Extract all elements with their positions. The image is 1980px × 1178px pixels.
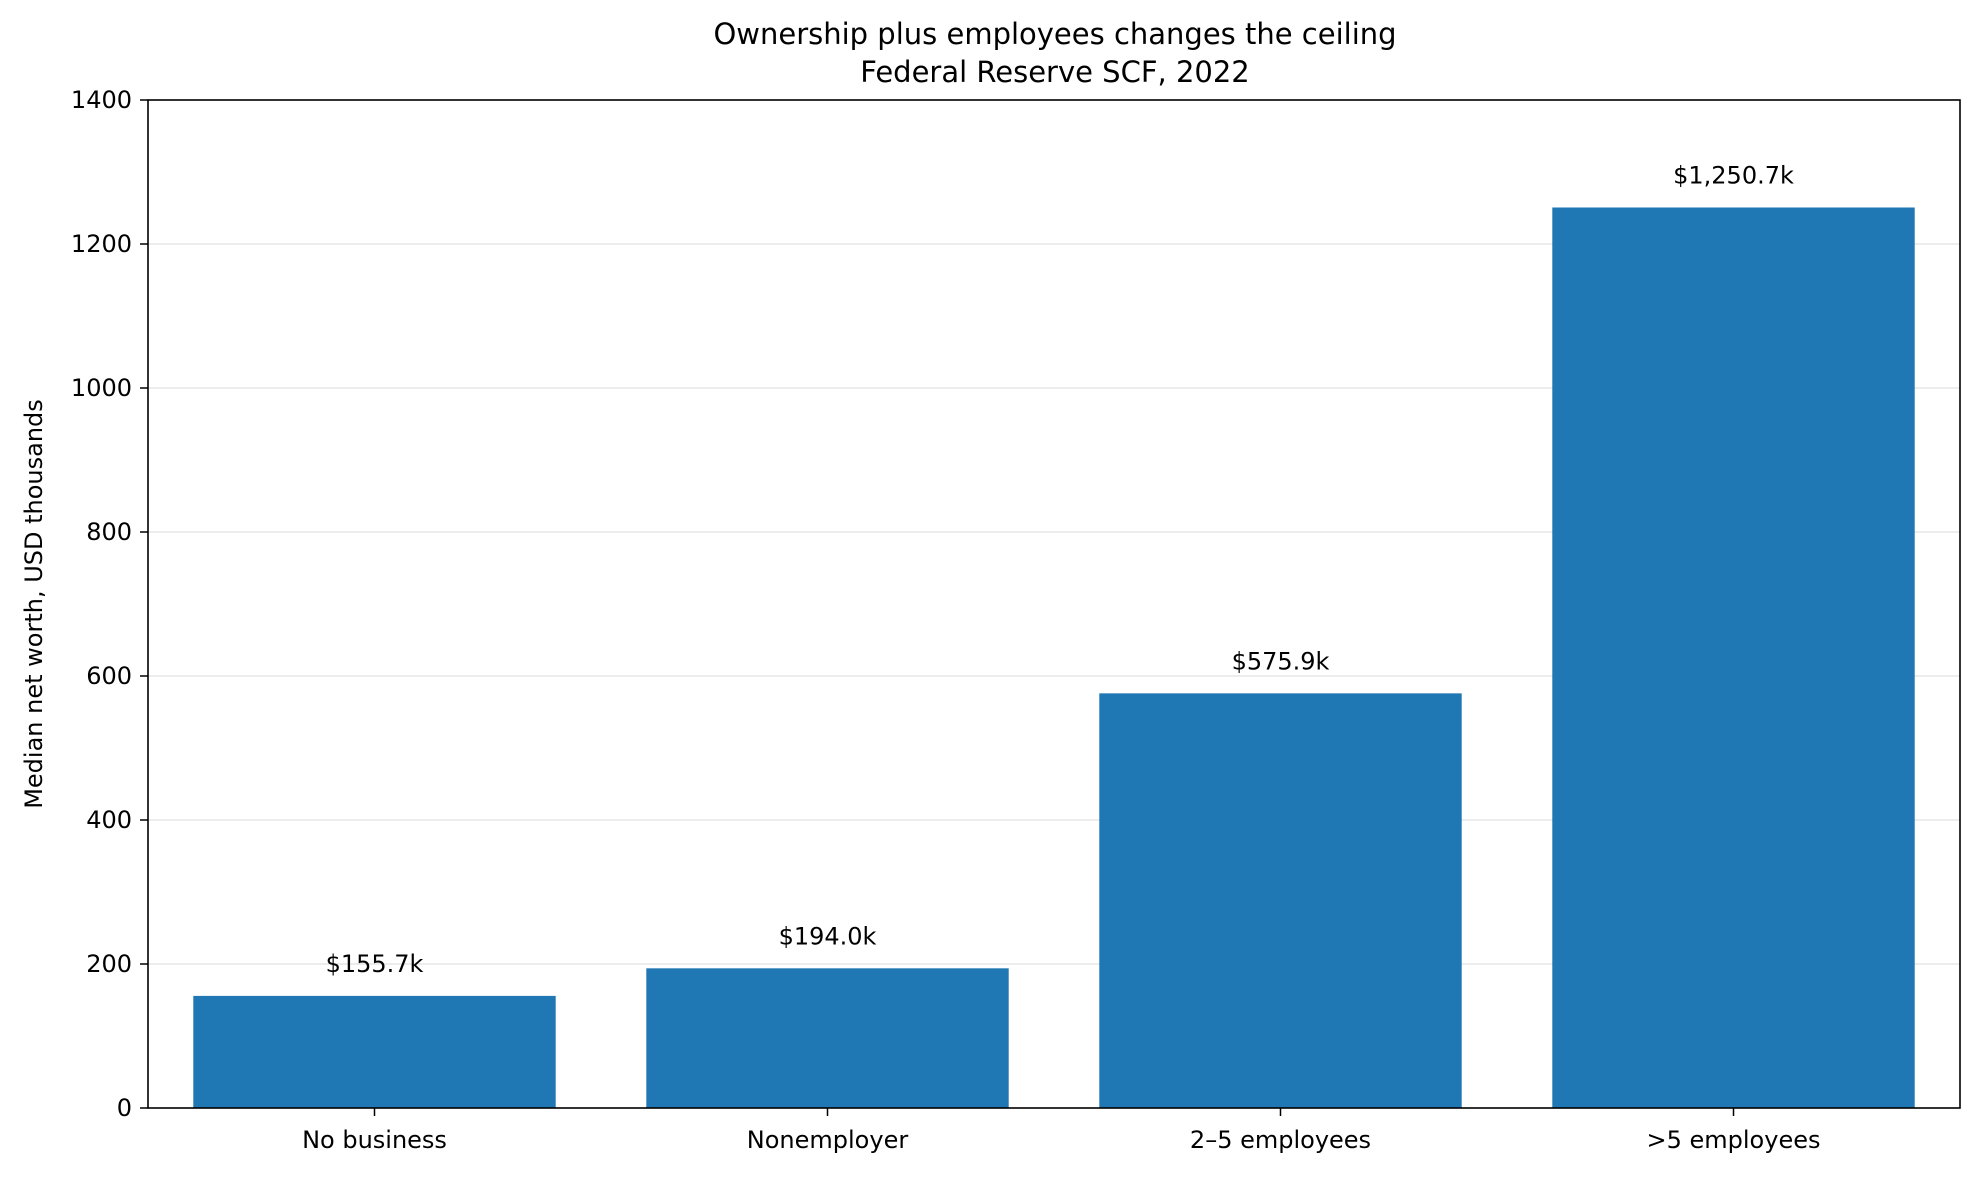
bar xyxy=(646,968,1009,1108)
bar xyxy=(193,995,556,1108)
plot-frame xyxy=(147,99,1961,1109)
bar xyxy=(1552,207,1915,1109)
x-tick-label: No business xyxy=(302,1126,447,1154)
bar-value-label: $575.9k xyxy=(1232,647,1330,675)
bars xyxy=(193,207,1915,1109)
chart-title: Ownership plus employees changes the cei… xyxy=(713,17,1396,51)
y-tick-label: 1200 xyxy=(71,230,132,258)
bar xyxy=(1099,693,1462,1108)
chart-subtitle: Federal Reserve SCF, 2022 xyxy=(860,55,1250,89)
x-tick-label: >5 employees xyxy=(1647,1126,1821,1154)
y-tick-label: 1400 xyxy=(71,86,132,114)
data-labels: $155.7k $194.0k $575.9k $1,250.7k xyxy=(326,161,1794,977)
x-tick-label: 2–5 employees xyxy=(1190,1126,1371,1154)
x-tick-label: Nonemployer xyxy=(747,1126,909,1154)
y-tick-label: 200 xyxy=(86,950,132,978)
y-tick-label: 600 xyxy=(86,662,132,690)
y-tick-label: 800 xyxy=(86,518,132,546)
bar-value-label: $155.7k xyxy=(326,950,424,978)
y-tick-label: 0 xyxy=(117,1094,132,1122)
x-axis-ticks: No business Nonemployer 2–5 employees >5 em… xyxy=(302,1108,1820,1154)
y-tick-label: 400 xyxy=(86,806,132,834)
bar-value-label: $1,250.7k xyxy=(1673,161,1794,189)
y-axis-ticks: 0 200 400 600 800 1000 1200 1400 xyxy=(71,86,148,1122)
bar-value-label: $194.0k xyxy=(779,922,877,950)
y-axis-label: Median net worth, USD thousands xyxy=(20,399,48,809)
y-tick-label: 1000 xyxy=(71,374,132,402)
